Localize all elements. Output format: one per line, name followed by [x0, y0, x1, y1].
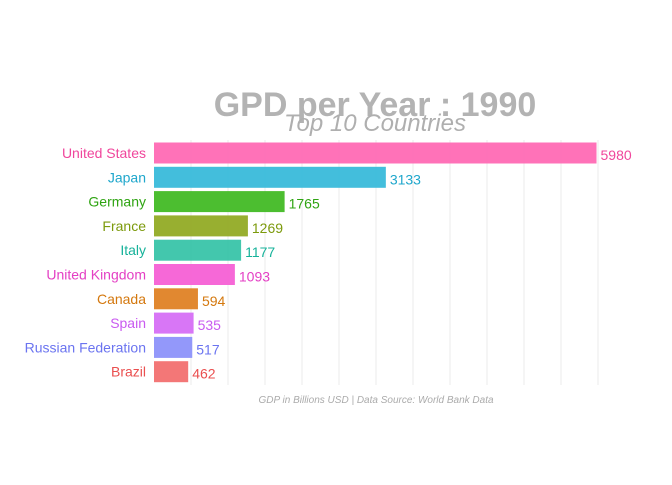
value-label: 462: [192, 366, 216, 382]
category-label: United States: [62, 145, 146, 161]
bars: [154, 142, 597, 383]
value-label: 1765: [289, 196, 320, 212]
category-label: Spain: [110, 315, 146, 331]
value-label: 1177: [245, 244, 275, 260]
bar: [154, 361, 189, 383]
chart-caption: GDP in Billions USD | Data Source: World…: [258, 395, 494, 406]
category-label: Russian Federation: [25, 339, 146, 355]
value-label: 1093: [239, 269, 270, 285]
bar: [154, 312, 194, 334]
bar: [154, 288, 198, 310]
category-label: Italy: [120, 242, 146, 258]
chart-subtitle: Top 10 Countries: [284, 110, 466, 137]
category-label: Japan: [108, 169, 146, 185]
bar: [154, 239, 242, 261]
bar: [154, 191, 285, 213]
category-label: United Kingdom: [46, 267, 146, 283]
bar: [154, 336, 193, 358]
category-label: Canada: [97, 291, 146, 307]
value-label: 1269: [252, 220, 283, 236]
value-label: 517: [196, 341, 220, 357]
value-label: 594: [202, 293, 226, 309]
bar: [154, 264, 235, 285]
category-label: Brazil: [111, 364, 146, 380]
value-label: 3133: [390, 171, 421, 187]
bar: [154, 142, 597, 164]
value-label: 535: [198, 317, 222, 333]
value-label: 5980: [601, 147, 632, 163]
chart-title: GPD per Year : 1990: [214, 86, 537, 124]
category-labels: United States Japan Germany France Italy Unit…: [25, 145, 147, 380]
bar: [154, 166, 386, 188]
value-labels: 5980 3133 1765 1269 1177 1093 594 535 517 462: [192, 147, 632, 382]
bar: [154, 215, 248, 237]
category-label: Germany: [88, 194, 146, 210]
category-label: France: [102, 218, 146, 234]
